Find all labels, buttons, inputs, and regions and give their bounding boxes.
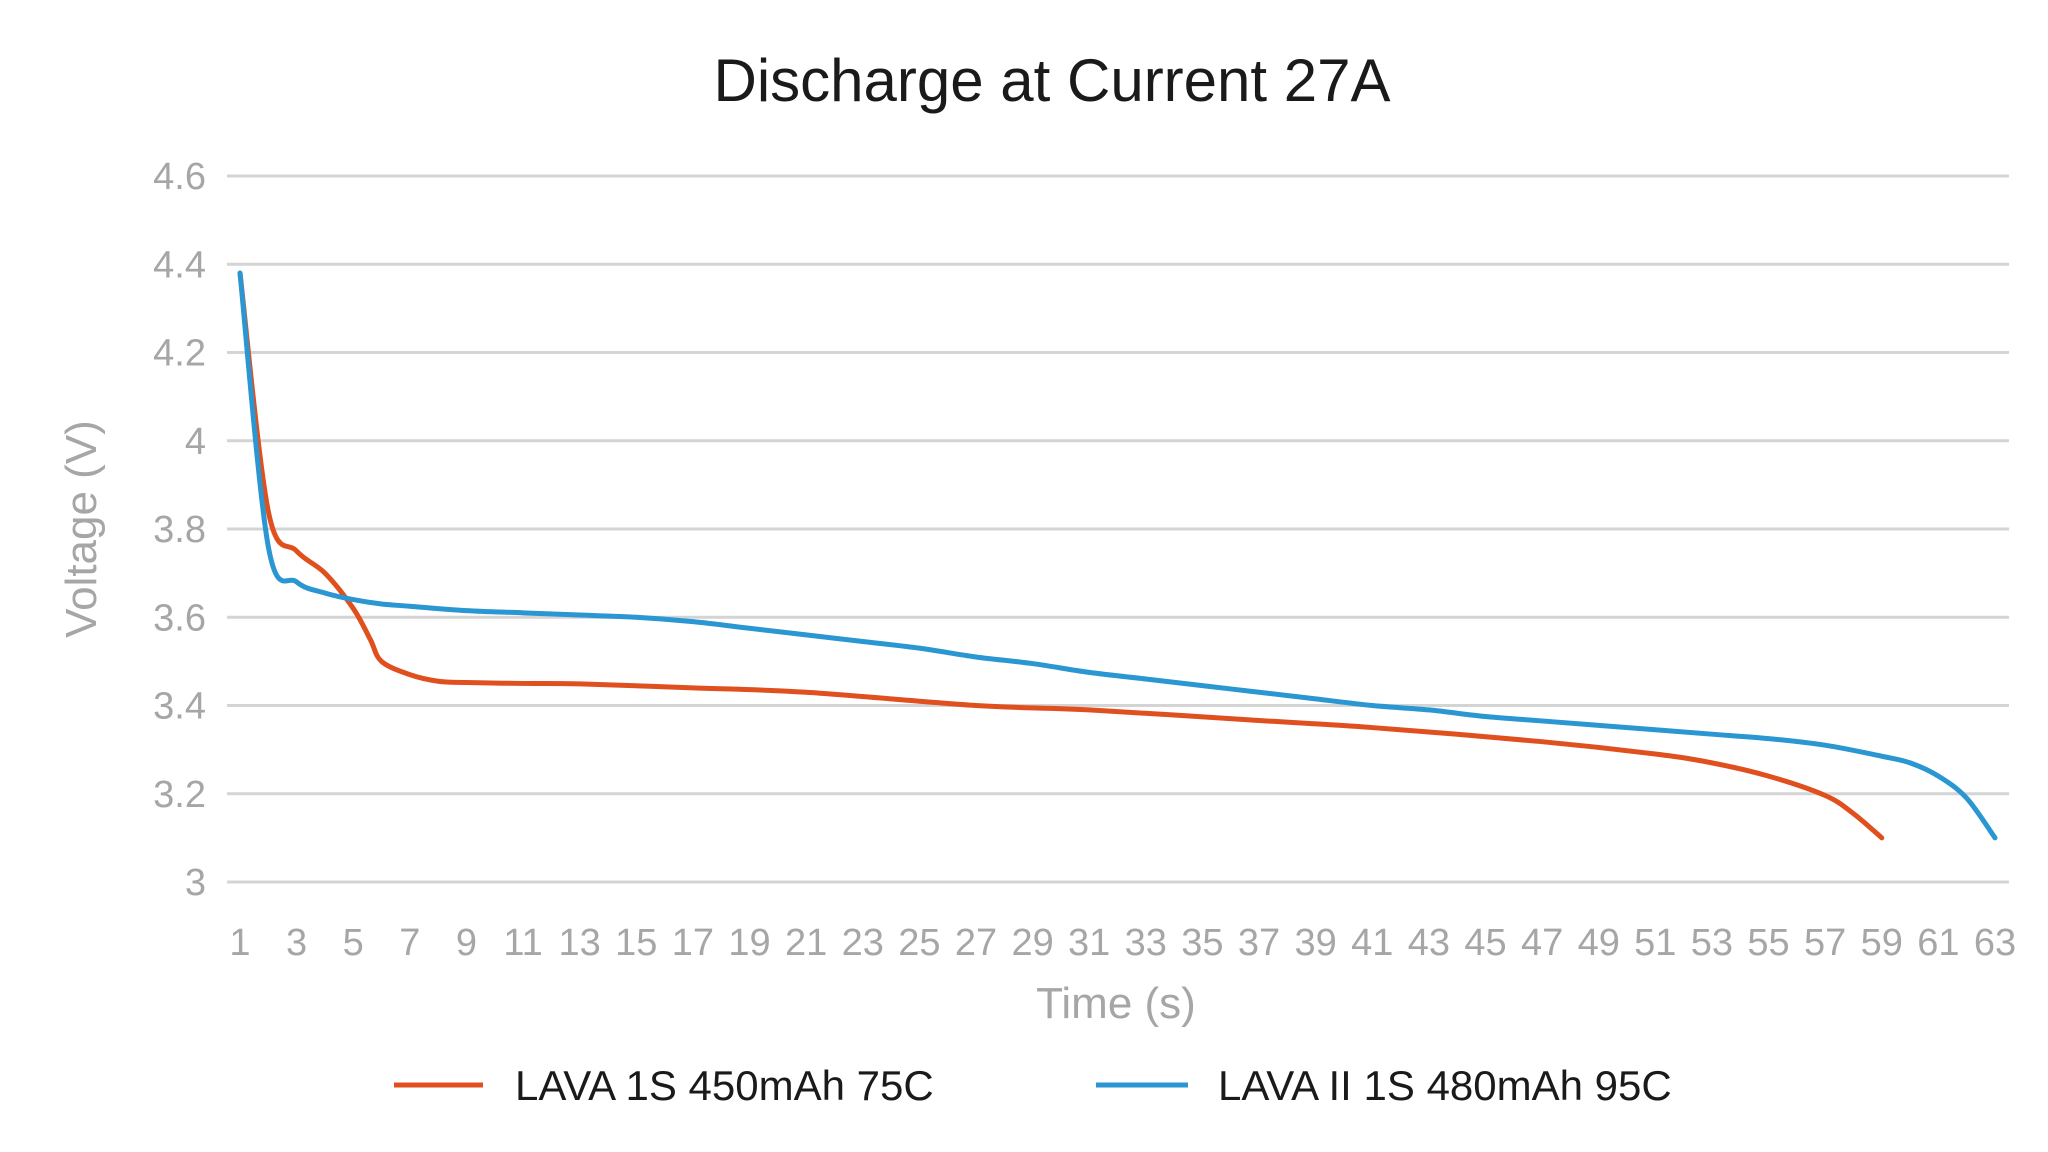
y-tick-label: 4 — [185, 421, 206, 463]
y-tick-label: 3 — [185, 862, 206, 904]
x-tick-label: 17 — [672, 922, 714, 964]
x-tick-label: 43 — [1408, 922, 1450, 964]
series-lines — [237, 270, 1998, 841]
x-tick-label: 37 — [1238, 922, 1280, 964]
y-tick-label: 3.4 — [153, 686, 206, 728]
x-tick-label: 57 — [1804, 922, 1846, 964]
x-tick-label: 49 — [1578, 922, 1620, 964]
x-tick-label: 33 — [1125, 922, 1167, 964]
y-tick-label: 4.4 — [153, 244, 206, 286]
x-tick-label: 61 — [1917, 922, 1959, 964]
series-line-2 — [237, 270, 1998, 841]
legend-label-series-1: LAVA 1S 450mAh 75C — [515, 1062, 934, 1109]
x-axis-title: Time (s) — [1036, 979, 1196, 1028]
legend-label-series-2: LAVA II 1S 480mAh 95C — [1218, 1062, 1672, 1109]
x-tick-label: 15 — [615, 922, 657, 964]
y-axis-title: Voltage (V) — [57, 420, 106, 638]
x-tick-label: 29 — [1011, 922, 1053, 964]
x-tick-label: 13 — [559, 922, 601, 964]
x-tick-label: 51 — [1634, 922, 1676, 964]
x-tick-label: 27 — [955, 922, 997, 964]
x-tick-label: 3 — [286, 922, 307, 964]
x-tick-label: 9 — [456, 922, 477, 964]
y-tick-label: 3.2 — [153, 774, 206, 816]
x-tick-label: 5 — [343, 922, 364, 964]
x-tick-label: 59 — [1861, 922, 1903, 964]
x-tick-label: 45 — [1464, 922, 1506, 964]
x-tick-label: 39 — [1295, 922, 1337, 964]
x-axis-ticks: 1 3 5 7 9 11 13 15 17 19 21 23 25 27 29 31 33 35 37 39 41 43 4… — [229, 922, 2016, 964]
x-tick-label: 47 — [1521, 922, 1563, 964]
x-tick-label: 53 — [1691, 922, 1733, 964]
legend: LAVA 1S 450mAh 75C LAVA II 1S 480mAh 95C — [394, 1062, 1672, 1109]
x-tick-label: 25 — [898, 922, 940, 964]
x-tick-label: 63 — [1974, 922, 2016, 964]
y-axis-ticks: 3 3.2 3.4 3.6 3.8 4 4.2 4.4 4.6 — [153, 156, 206, 904]
x-tick-label: 19 — [728, 922, 770, 964]
y-tick-label: 3.8 — [153, 509, 206, 551]
x-tick-label: 23 — [842, 922, 884, 964]
x-tick-label: 35 — [1181, 922, 1223, 964]
y-tick-label: 3.6 — [153, 597, 206, 639]
chart-title: Discharge at Current 27A — [714, 47, 1391, 114]
x-tick-label: 11 — [503, 922, 542, 964]
x-tick-label: 55 — [1747, 922, 1789, 964]
y-tick-label: 4.2 — [153, 333, 206, 375]
gridlines — [227, 174, 2009, 884]
x-tick-label: 1 — [229, 922, 250, 964]
x-tick-label: 21 — [785, 922, 827, 964]
x-tick-label: 41 — [1351, 922, 1393, 964]
y-tick-label: 4.6 — [153, 156, 206, 198]
x-tick-label: 31 — [1068, 922, 1110, 964]
x-tick-label: 7 — [399, 922, 420, 964]
series-line-1 — [237, 270, 1885, 841]
